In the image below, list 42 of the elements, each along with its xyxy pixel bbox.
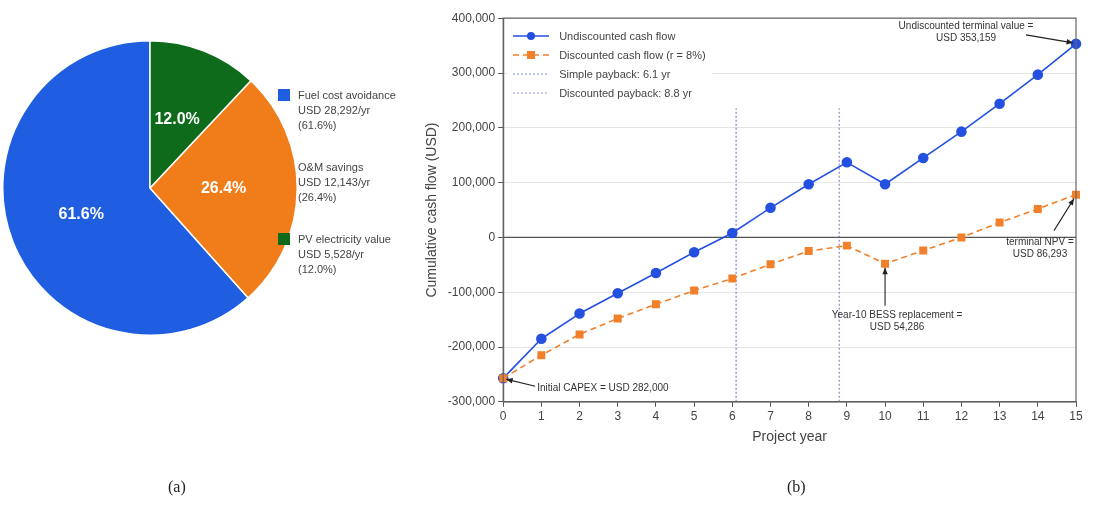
annotation: Year-10 BESS replacement = USD 54,286 <box>831 309 963 333</box>
data-label: 26.4% <box>200 179 247 197</box>
y-tick-label: 400,000 <box>451 10 496 25</box>
y-axis-title: Cumulative cash flow (USD) <box>423 122 440 298</box>
x-tick-label: 6 <box>728 409 736 424</box>
x-tick-label: 9 <box>843 409 851 424</box>
y-tick-label: -200,000 <box>447 339 496 354</box>
text: (a) <box>168 478 186 496</box>
x-tick-label: 15 <box>1069 409 1083 424</box>
data-label: 12.0% <box>154 109 200 127</box>
y-tick-label: 200,000 <box>451 120 496 135</box>
x-tick-label: 14 <box>1031 409 1045 424</box>
y-tick-label: -300,000 <box>447 394 496 409</box>
legend-label: Fuel cost avoidance USD 28,292/yr (61.6%) <box>298 88 396 133</box>
x-tick-label: 11 <box>917 409 930 424</box>
legend-label: Discounted cash flow (r = 8%) <box>559 48 706 61</box>
x-tick-label: 10 <box>878 409 893 424</box>
x-tick-label: 7 <box>767 409 775 424</box>
x-tick-label: 3 <box>614 409 622 424</box>
y-tick-label: 100,000 <box>451 174 496 189</box>
x-tick-label: 4 <box>652 409 660 424</box>
x-tick-label: 8 <box>805 409 813 424</box>
x-tick-label: 12 <box>954 409 969 424</box>
data-label: 61.6% <box>58 204 104 222</box>
legend-label: PV electricity value USD 5,528/yr (12.0%) <box>298 232 391 277</box>
y-tick-label: -100,000 <box>447 284 496 299</box>
annotation: Initial CAPEX = USD 282,000 <box>537 381 670 393</box>
legend-label: Discounted payback: 8.8 yr <box>559 86 692 99</box>
x-tick-label: 1 <box>538 409 546 424</box>
y-tick-label: 300,000 <box>451 65 496 80</box>
x-tick-label: 0 <box>499 409 507 424</box>
x-tick-label: 13 <box>992 409 1007 424</box>
legend-label: Simple payback: 6.1 yr <box>559 67 671 80</box>
x-axis-title: Project year <box>752 428 828 445</box>
slice-label: O&M savings USD 12,143/yr (26.4%) <box>298 160 371 205</box>
x-tick-label: 2 <box>576 409 584 424</box>
legend-label: Undiscounted cash flow <box>559 29 676 42</box>
x-tick-label: 5 <box>690 409 698 424</box>
text: (b) <box>787 478 806 496</box>
annotation: terminal NPV = USD 86,293 <box>1006 236 1074 260</box>
y-tick-label: 0 <box>488 229 496 244</box>
annotation: Undiscounted terminal value = USD 353,159 <box>898 19 1034 43</box>
